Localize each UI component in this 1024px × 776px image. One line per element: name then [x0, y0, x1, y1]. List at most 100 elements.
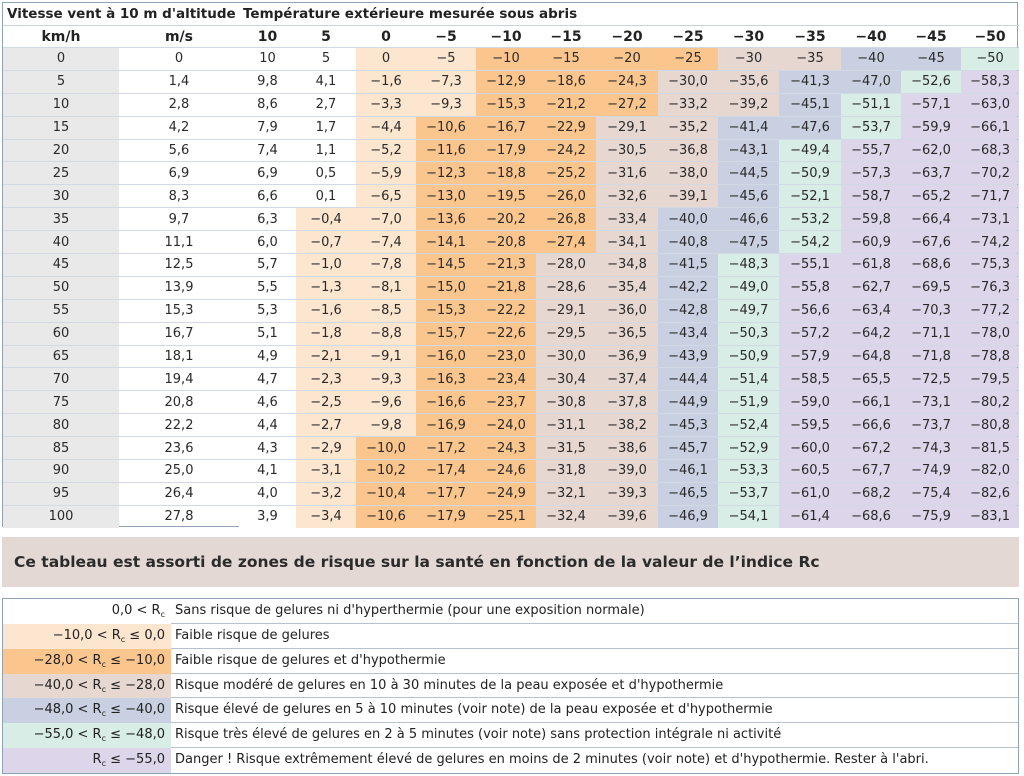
wind-chill-cell: −10,2: [356, 459, 416, 483]
wind-chill-cell: −17,9: [416, 504, 476, 528]
wind-chill-cell: −68,6: [841, 504, 901, 528]
legend-item: Rc ≤ −55,0 Danger ! Risque extrêmement él…: [3, 748, 1018, 773]
wind-chill-cell: −73,1: [961, 207, 1020, 231]
wind-chill-cell: −44,4: [658, 367, 718, 391]
column-header-temp: −50: [974, 28, 1006, 45]
column-header-temp: −30: [732, 28, 765, 45]
legend-range-start: −40,0 < R: [33, 677, 102, 693]
wind-kmh-cell: 10: [3, 92, 119, 117]
wind-chill-cell: −45,3: [658, 413, 718, 437]
wind-chill-cell: −72,5: [901, 367, 961, 391]
legend-range: −10,0 < Rc ≤ 0,0: [3, 623, 171, 649]
wind-chill-cell: −51,4: [718, 367, 779, 391]
wind-chill-cell: 4,0: [239, 481, 296, 506]
wind-chill-cell: −58,7: [841, 184, 901, 208]
wind-chill-cell: −26,8: [536, 207, 596, 231]
wind-chill-cell: −9,8: [356, 413, 416, 437]
wind-chill-cell: −59,8: [841, 207, 901, 231]
wind-chill-cell: −59,5: [779, 413, 841, 437]
wind-chill-cell: −51,9: [718, 390, 779, 414]
table-row: 35 9,7 6,3 −0,4 −7,0 −13,6 −20,2 −26,8 −33,4 −40,…: [3, 207, 1020, 231]
wind-chill-cell: −2,7: [296, 413, 356, 437]
wind-chill-cell: −69,5: [901, 275, 961, 300]
wind-chill-cell: −53,2: [779, 207, 841, 231]
wind-chill-cell: −61,8: [841, 253, 901, 277]
wind-chill-cell: −38,2: [596, 413, 658, 437]
wind-kmh-cell: 25: [3, 161, 119, 185]
wind-chill-cell: −40: [841, 47, 901, 71]
wind-chill-cell: −52,6: [901, 69, 961, 94]
wind-ms-cell: 11,1: [119, 230, 239, 254]
wind-chill-cell: −45: [901, 47, 961, 71]
wind-chill-cell: −42,2: [658, 275, 718, 300]
wind-chill-cell: −39,6: [596, 504, 658, 528]
wind-chill-cell: −32,6: [596, 184, 658, 208]
wind-chill-cell: 4,1: [296, 69, 356, 94]
wind-chill-cell: −25,2: [536, 161, 596, 185]
wind-chill-cell: −23,7: [476, 390, 536, 414]
wind-chill-cell: −75,9: [901, 504, 961, 528]
wind-kmh-cell: 90: [3, 459, 119, 483]
wind-chill-cell: −66,1: [961, 115, 1020, 140]
wind-chill-cell: −1,6: [296, 298, 356, 323]
wind-kmh-cell: 5: [3, 69, 119, 94]
table-row: 65 18,1 4,9 −2,1 −9,1 −16,0 −23,0 −30,0 −36,9 −43…: [3, 344, 1020, 368]
wind-chill-cell: −67,7: [841, 459, 901, 483]
wind-ms-cell: 0: [119, 47, 239, 71]
legend-range: −55,0 < Rc ≤ −48,0: [3, 723, 171, 749]
wind-chill-cell: −1,3: [296, 275, 356, 300]
wind-chill-cell: −25: [658, 47, 718, 71]
wind-chill-cell: −43,4: [658, 321, 718, 346]
wind-chill-cell: −57,3: [841, 161, 901, 185]
wind-chill-cell: −75,3: [961, 253, 1020, 277]
wind-chill-cell: −77,2: [961, 298, 1020, 323]
legend-description: Risque élevé de gelures en 5 à 10 minute…: [171, 698, 1018, 724]
wind-kmh-cell: 30: [3, 184, 119, 208]
wind-chill-cell: 6,6: [239, 184, 296, 208]
legend-range: 0,0 < Rc: [3, 599, 171, 624]
wind-chill-cell: −33,4: [596, 207, 658, 231]
wind-chill-cell: −48,3: [718, 253, 779, 277]
wind-chill-cell: 1,7: [296, 115, 356, 140]
wind-chill-cell: −8,5: [356, 298, 416, 323]
wind-chill-cell: 5,5: [239, 275, 296, 300]
legend-description: Sans risque de gelures ni d'hyperthermie…: [171, 599, 1018, 624]
wind-chill-cell: −67,2: [841, 436, 901, 460]
wind-chill-cell: −64,2: [841, 321, 901, 346]
wind-kmh-cell: 50: [3, 275, 119, 300]
wind-chill-cell: −39,2: [718, 92, 779, 117]
wind-kmh-cell: 15: [3, 115, 119, 140]
wind-chill-cell: −18,8: [476, 161, 536, 185]
wind-chill-cell: −0,4: [296, 207, 356, 231]
wind-chill-cell: −10: [476, 47, 536, 71]
wind-chill-cell: −66,1: [841, 390, 901, 414]
wind-chill-cell: −70,2: [961, 161, 1020, 185]
wind-chill-cell: 0: [356, 47, 416, 71]
wind-chill-cell: −6,5: [356, 184, 416, 208]
wind-chill-cell: −17,7: [416, 481, 476, 506]
legend-description: Danger ! Risque extrêmement élevé de gel…: [175, 752, 929, 768]
temperature-group-header: Température extérieure mesurée sous abri…: [239, 3, 1020, 26]
wind-chill-cell: 5,1: [239, 321, 296, 346]
wind-ms-cell: 19,4: [119, 367, 239, 391]
wind-ms-cell: 8,3: [119, 184, 239, 208]
wind-chill-cell: −46,6: [718, 207, 779, 231]
legend-range-end: ≤ −55,0: [106, 752, 165, 768]
wind-chill-cell: 4,3: [239, 436, 296, 460]
wind-chill-cell: −3,2: [296, 481, 356, 506]
wind-chill-cell: −52,4: [718, 413, 779, 437]
wind-ms-cell: 6,9: [119, 161, 239, 185]
wind-chill-cell: −80,8: [961, 413, 1020, 437]
table-row: 0 0 10 5 0 −5 −10 −15 −20 −25 −30 −35 −40 −45 −50: [3, 47, 1020, 71]
wind-chill-cell: −57,2: [779, 321, 841, 346]
wind-chill-cell: −66,6: [841, 413, 901, 437]
wind-chill-cell: −58,3: [961, 69, 1020, 94]
risk-zones-banner: Ce tableau est assorti de zones de risqu…: [2, 537, 1019, 587]
wind-chill-cell: −41,4: [718, 115, 779, 140]
wind-kmh-cell: 0: [3, 47, 119, 71]
wind-chill-cell: −2,1: [296, 344, 356, 368]
wind-chill-cell: −44,5: [718, 161, 779, 185]
wind-chill-cell: −14,1: [416, 230, 476, 254]
wind-chill-cell: −30,0: [658, 69, 718, 94]
wind-chill-cell: −22,2: [476, 298, 536, 323]
